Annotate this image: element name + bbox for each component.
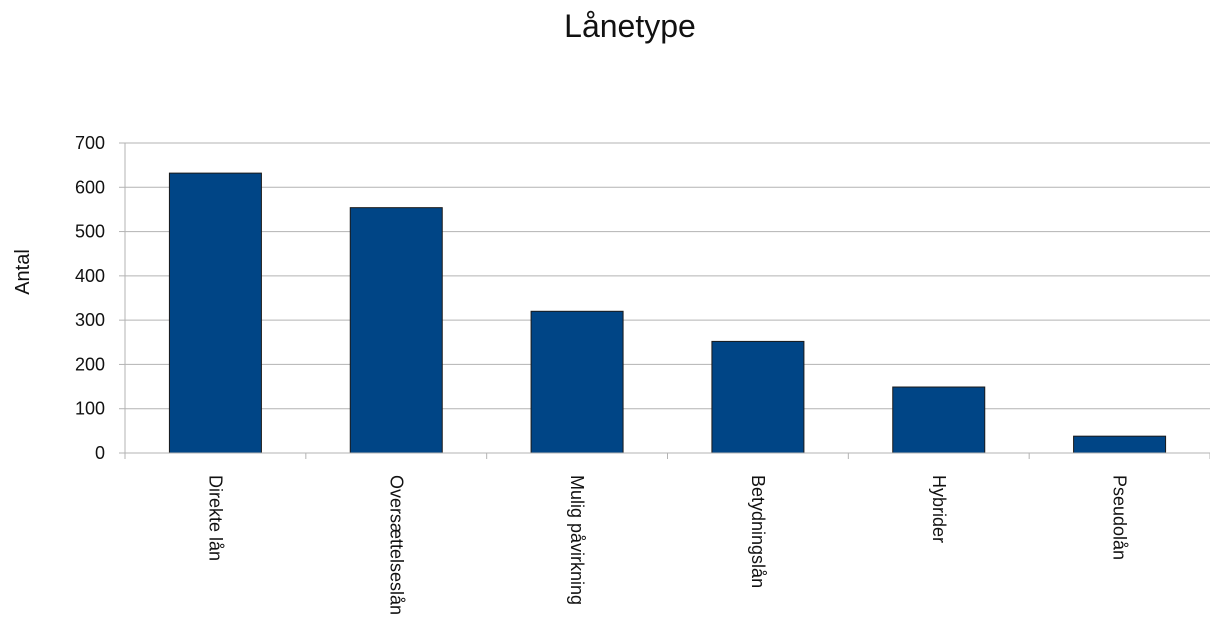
x-tick-labels: Direkte lån Oversættelseslån Mulig påvirkn… xyxy=(205,475,1129,615)
y-tick-label: 500 xyxy=(75,222,105,242)
y-tick-label: 200 xyxy=(75,354,105,374)
bar xyxy=(892,386,986,454)
x-tick-label: Betydningslån xyxy=(748,475,768,588)
x-tick-label: Mulig påvirkning xyxy=(567,475,587,605)
x-tick-label: Hybrider xyxy=(929,475,949,543)
gridlines xyxy=(125,142,1210,410)
bar xyxy=(349,207,443,454)
bar xyxy=(168,172,262,454)
y-tick-label: 600 xyxy=(75,177,105,197)
y-tick-label: 300 xyxy=(75,310,105,330)
chart-title: Lånetype xyxy=(564,8,696,44)
y-tick-label: 400 xyxy=(75,266,105,286)
axes xyxy=(119,142,1210,459)
y-tick-label: 0 xyxy=(95,443,105,463)
bars xyxy=(168,172,1167,454)
x-tick-label: Direkte lån xyxy=(205,475,225,561)
bar xyxy=(1073,435,1167,454)
y-tick-labels: 0 100 200 300 400 500 600 700 xyxy=(75,133,105,463)
y-tick-label: 700 xyxy=(75,133,105,153)
bar xyxy=(711,340,805,454)
y-axis-title: Antal xyxy=(12,249,34,295)
y-tick-label: 100 xyxy=(75,399,105,419)
x-tick-label: Pseudolån xyxy=(1110,475,1130,560)
x-tick-label: Oversættelseslån xyxy=(386,475,406,615)
bar xyxy=(530,310,624,454)
